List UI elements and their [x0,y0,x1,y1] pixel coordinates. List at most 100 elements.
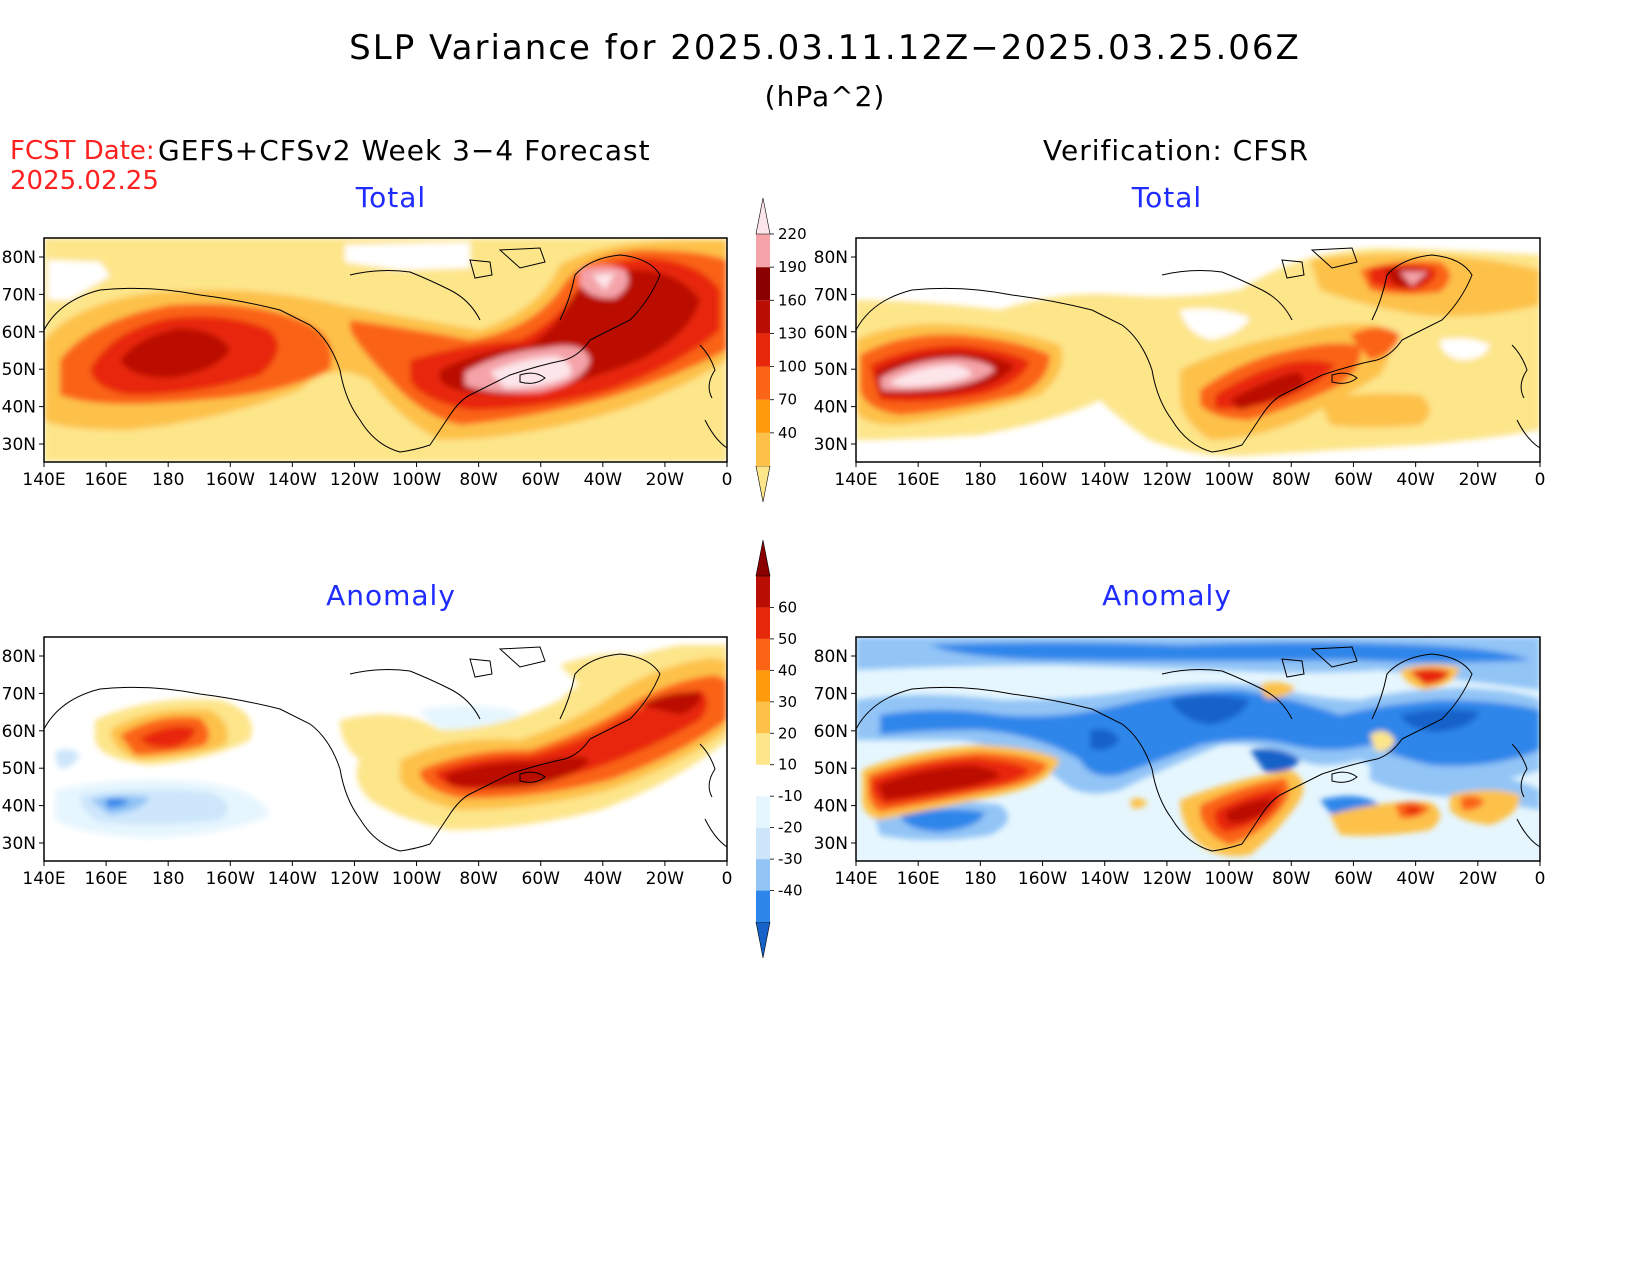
colorbar-box [756,764,770,797]
main-title: SLP Variance for 2025.03.11.12Z−2025.03.… [349,28,1301,68]
lon-label-80W: 80W [459,470,498,490]
lat-label-50N: 50N [814,759,848,779]
lon-label-140E: 140E [22,470,65,490]
lat-label-80N: 80N [814,647,848,667]
colorbar-box [756,827,770,860]
verification-header: Verification: CFSR [1043,134,1310,167]
colorbar-box [756,796,770,828]
lon-label-100W: 100W [1204,869,1253,889]
colorbar-level-label: 30 [778,693,797,711]
lat-label-30N: 30N [814,834,848,854]
lon-label-160W: 160W [1018,869,1067,889]
lon-label-160E: 160E [897,869,940,889]
colorbar-box [756,701,770,734]
colorbar-level-label: 220 [778,225,807,243]
lat-label-80N: 80N [814,248,848,268]
colorbar-total: 40 70 100 130 160 190 220 [755,197,807,503]
lat-label-60N: 60N [814,722,848,742]
lat-label-30N: 30N [2,834,36,854]
lon-label-0: 0 [722,470,733,490]
lon-label-80W: 80W [1272,869,1311,889]
colorbar-box [756,432,770,466]
lon-label-60W: 60W [522,869,561,889]
colorbar-level-label: 100 [778,358,807,376]
colorbar-level-label: 20 [778,724,797,742]
colorbar-high-arrow [755,539,771,577]
colorbar-level-label: 10 [778,756,797,774]
lon-label-0: 0 [1535,869,1546,889]
colorbar-level-label: 50 [778,630,797,648]
colorbar-level-label: 60 [778,598,797,616]
map-axes: 80N 70N 60N 50N 40N 30N 140E 160E 180 160W 140W 120… [2,248,1546,889]
lon-label-140E: 140E [834,470,877,490]
lon-label-100W: 100W [392,470,441,490]
lat-label-40N: 40N [814,797,848,817]
forecast-anomaly-map [43,636,728,862]
lon-label-100W: 100W [392,869,441,889]
verification-total-map [855,237,1541,463]
panel-title-forecast-anomaly: Anomaly [326,579,456,612]
lat-label-80N: 80N [2,248,36,268]
colorbar-level-label: -30 [778,850,803,868]
colorbar-box [756,399,770,433]
colorbar-level-label: 40 [778,424,797,442]
lat-label-80N: 80N [2,647,36,667]
lon-label-140W: 140W [268,470,317,490]
colorbar-box [756,366,770,400]
colorbar-low-arrow [755,465,771,503]
lon-label-80W: 80W [459,869,498,889]
colorbar-level-label: -10 [778,787,803,805]
lat-label-50N: 50N [2,360,36,380]
lon-label-0: 0 [1535,470,1546,490]
lon-label-140E: 140E [22,869,65,889]
lon-label-0: 0 [722,869,733,889]
colorbar-box [756,859,770,891]
lat-label-50N: 50N [814,360,848,380]
colorbar-box [756,733,770,765]
units-label: (hPa^2) [764,80,886,113]
colorbar-box [756,607,770,639]
lat-label-70N: 70N [2,684,36,704]
panel-title-verification-anomaly: Anomaly [1102,579,1232,612]
colorbar-anomaly: -40 -30 -20 -10 10 20 30 40 50 60 [755,539,803,959]
colorbar-level-label: 160 [778,291,807,309]
colorbar-level-label: -20 [778,819,803,837]
lon-label-180: 180 [964,470,996,490]
lon-label-160W: 160W [206,470,255,490]
fcst-date-label: FCST Date: [10,136,155,166]
lon-label-180: 180 [964,869,996,889]
fcst-date: FCST Date: 2025.02.25 [10,136,159,196]
lon-label-40W: 40W [1396,470,1435,490]
lat-label-60N: 60N [2,323,36,343]
colorbar-box [756,670,770,702]
colorbar-level-label: 130 [778,324,807,342]
lon-label-140W: 140W [1080,869,1129,889]
lon-label-160E: 160E [84,470,127,490]
lat-label-60N: 60N [2,722,36,742]
lat-label-30N: 30N [814,435,848,455]
colorbar-box [756,333,770,367]
colorbar-box [756,890,770,922]
lat-label-40N: 40N [814,398,848,418]
lon-label-20W: 20W [646,869,685,889]
colorbar-level-label: 190 [778,258,807,276]
lon-label-160E: 160E [897,470,940,490]
lat-label-70N: 70N [814,684,848,704]
lon-label-40W: 40W [584,869,623,889]
colorbar-level-label: 40 [778,661,797,679]
lon-label-120W: 120W [330,470,379,490]
lon-label-20W: 20W [646,470,685,490]
forecast-total-map [43,237,728,463]
lon-label-140W: 140W [268,869,317,889]
lon-label-60W: 60W [1334,470,1373,490]
panel-title-forecast-total: Total [355,181,427,214]
colorbar-level-label: 70 [778,391,797,409]
colorbar-box [756,638,770,671]
lon-label-180: 180 [152,869,184,889]
lon-label-20W: 20W [1459,869,1498,889]
lon-label-120W: 120W [330,869,379,889]
colorbar-box [756,576,770,608]
lon-label-120W: 120W [1142,470,1191,490]
lat-label-40N: 40N [2,797,36,817]
lon-label-60W: 60W [522,470,561,490]
